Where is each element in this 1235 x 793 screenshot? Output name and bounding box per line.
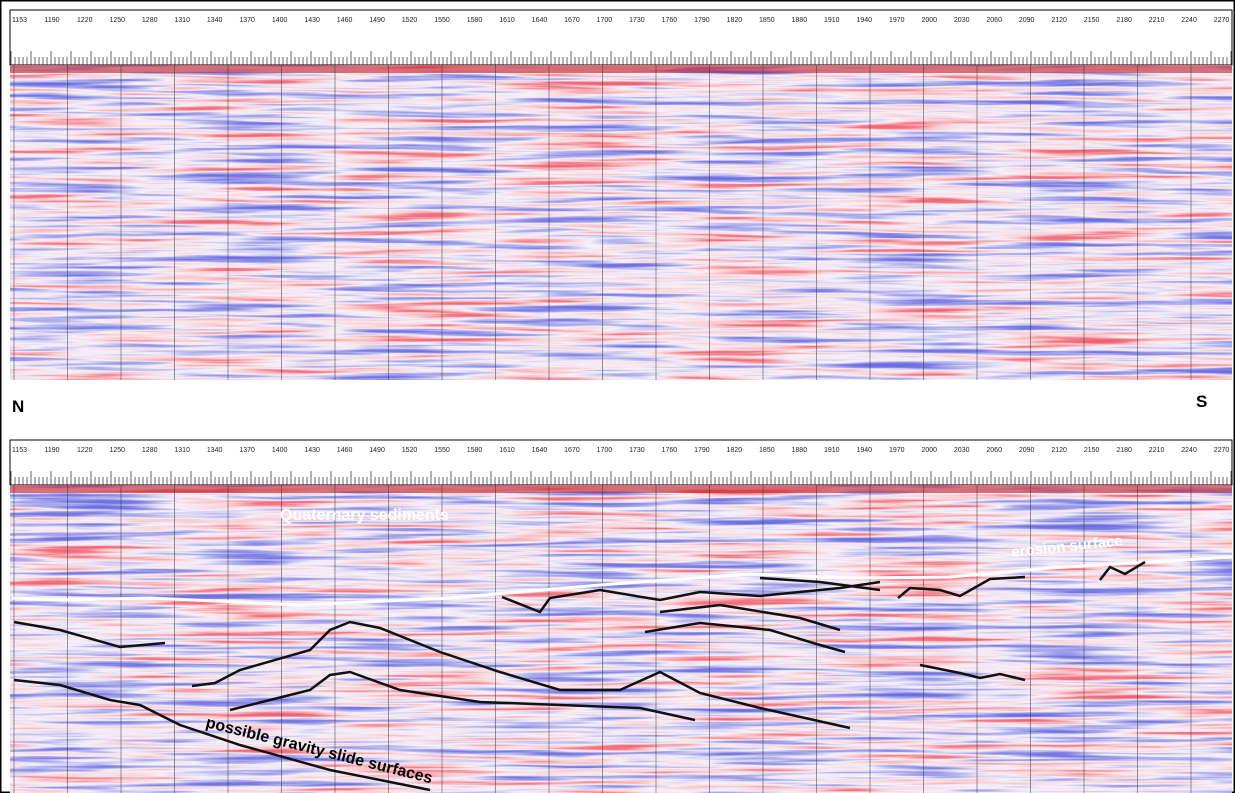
shotpoint-label: 2180 bbox=[1116, 17, 1132, 24]
shotpoint-label: 1340 bbox=[207, 447, 223, 454]
shotpoint-label: 2000 bbox=[921, 447, 937, 454]
shotpoint-label: 1790 bbox=[694, 447, 710, 454]
shotpoint-label: 1370 bbox=[239, 447, 255, 454]
shotpoint-label: 1940 bbox=[856, 17, 872, 24]
shotpoint-label: 1850 bbox=[759, 447, 775, 454]
shotpoint-label: 2270 bbox=[1214, 17, 1230, 24]
shotpoint-label: 2150 bbox=[1084, 447, 1100, 454]
shotpoint-label: 1520 bbox=[402, 447, 418, 454]
shotpoint-label: 2270 bbox=[1214, 447, 1230, 454]
shotpoint-label: 1880 bbox=[792, 447, 808, 454]
shotpoint-label: 1940 bbox=[856, 447, 872, 454]
shotpoint-label: 1490 bbox=[369, 17, 385, 24]
shotpoint-label: 1520 bbox=[402, 17, 418, 24]
shotpoint-label: 1580 bbox=[467, 447, 483, 454]
seismic-section bbox=[10, 485, 1232, 793]
shotpoint-label: 2000 bbox=[921, 17, 937, 24]
shotpoint-label: 1640 bbox=[532, 447, 548, 454]
south-label: S bbox=[1196, 392, 1207, 411]
shotpoint-label: 1460 bbox=[337, 447, 353, 454]
shotpoint-label: 1153 bbox=[12, 447, 27, 454]
shotpoint-label: 2030 bbox=[954, 447, 970, 454]
shotpoint-label: 1490 bbox=[369, 447, 385, 454]
shotpoint-label: 2060 bbox=[986, 447, 1002, 454]
shotpoint-label: 1670 bbox=[564, 17, 580, 24]
shotpoint-label: 1280 bbox=[142, 17, 158, 24]
shotpoint-label: 1910 bbox=[824, 17, 840, 24]
shotpoint-label: 1400 bbox=[272, 17, 288, 24]
shotpoint-label: 1730 bbox=[629, 17, 645, 24]
shotpoint-label: 1790 bbox=[694, 17, 710, 24]
shotpoint-label: 2120 bbox=[1051, 17, 1067, 24]
shotpoint-label: 1190 bbox=[44, 17, 59, 24]
shotpoint-label: 2210 bbox=[1149, 17, 1165, 24]
shotpoint-label: 2060 bbox=[986, 17, 1002, 24]
shotpoint-label: 1820 bbox=[727, 447, 743, 454]
shotpoint-label: 1910 bbox=[824, 447, 840, 454]
shotpoint-label: 1250 bbox=[109, 17, 125, 24]
shotpoint-label: 2150 bbox=[1084, 17, 1100, 24]
shotpoint-label: 2240 bbox=[1181, 17, 1197, 24]
shotpoint-label: 1280 bbox=[142, 447, 158, 454]
shotpoint-label: 1670 bbox=[564, 447, 580, 454]
shotpoint-label: 1730 bbox=[629, 447, 645, 454]
seafloor bbox=[10, 485, 1232, 493]
shotpoint-label: 1610 bbox=[499, 447, 515, 454]
shotpoint-label: 1550 bbox=[434, 447, 450, 454]
shotpoint-label: 1700 bbox=[597, 447, 613, 454]
shotpoint-label: 2090 bbox=[1019, 17, 1035, 24]
shotpoint-label: 1880 bbox=[792, 17, 808, 24]
ruler bbox=[10, 10, 1232, 65]
shotpoint-label: 1310 bbox=[174, 447, 190, 454]
annotation: Quaternary sediments bbox=[280, 507, 449, 524]
seismic-figure: 1153 1190 1220 1250 1280 1310 1340 1370 1400 1430… bbox=[0, 0, 1235, 793]
shotpoint-label: 1430 bbox=[304, 17, 320, 24]
shotpoint-label: 1820 bbox=[727, 17, 743, 24]
shotpoint-label: 1153 bbox=[12, 17, 27, 24]
shotpoint-label: 2120 bbox=[1051, 447, 1067, 454]
shotpoint-label: 1580 bbox=[467, 17, 483, 24]
shotpoint-label: 2030 bbox=[954, 17, 970, 24]
shotpoint-label: 1760 bbox=[662, 17, 678, 24]
shotpoint-label: 1550 bbox=[434, 17, 450, 24]
shotpoint-label: 1610 bbox=[499, 17, 515, 24]
shotpoint-label: 1250 bbox=[109, 447, 125, 454]
shotpoint-label: 2210 bbox=[1149, 447, 1165, 454]
north-label: N bbox=[12, 397, 24, 416]
seafloor bbox=[10, 65, 1232, 73]
shotpoint-label: 1190 bbox=[44, 447, 59, 454]
shotpoint-label: 1700 bbox=[597, 17, 613, 24]
shotpoint-label: 1340 bbox=[207, 17, 223, 24]
shotpoint-label: 2180 bbox=[1116, 447, 1132, 454]
shotpoint-label: 1460 bbox=[337, 17, 353, 24]
shotpoint-label: 1400 bbox=[272, 447, 288, 454]
shotpoint-label: 1220 bbox=[77, 447, 93, 454]
shotpoint-label: 1430 bbox=[304, 447, 320, 454]
shotpoint-label: 1220 bbox=[77, 17, 93, 24]
shotpoint-label: 1370 bbox=[239, 17, 255, 24]
seismic-section bbox=[10, 65, 1232, 380]
shotpoint-label: 1850 bbox=[759, 17, 775, 24]
shotpoint-label: 1760 bbox=[662, 447, 678, 454]
shotpoint-label: 1310 bbox=[174, 17, 190, 24]
shotpoint-label: 1640 bbox=[532, 17, 548, 24]
shotpoint-label: 2090 bbox=[1019, 447, 1035, 454]
shotpoint-label: 1970 bbox=[889, 17, 905, 24]
ruler bbox=[10, 440, 1232, 485]
shotpoint-label: 1970 bbox=[889, 447, 905, 454]
shotpoint-label: 2240 bbox=[1181, 447, 1197, 454]
